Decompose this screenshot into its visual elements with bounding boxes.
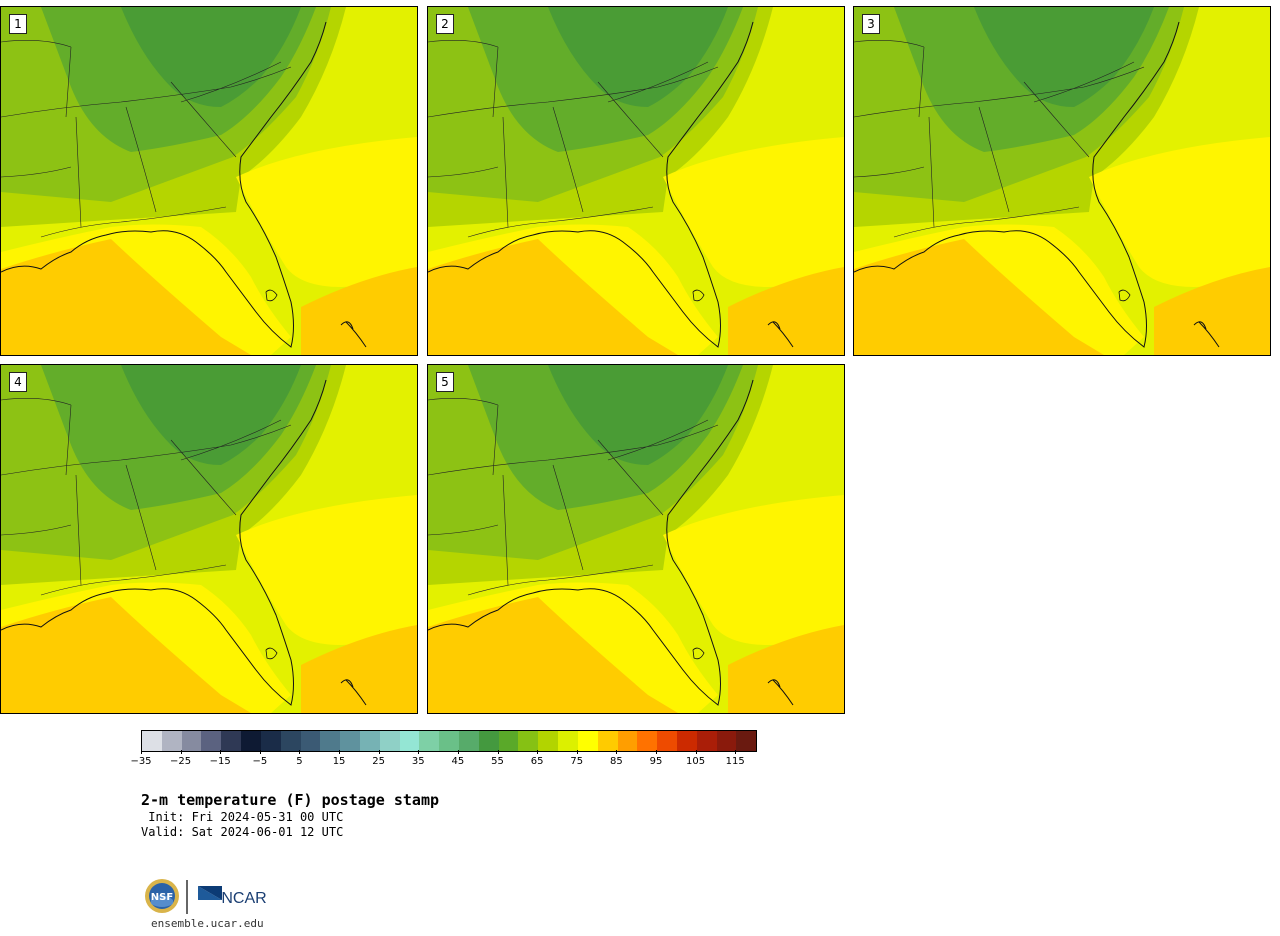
colorbar-tick xyxy=(259,750,261,754)
colorbar-swatch xyxy=(300,731,321,751)
colorbar-tick xyxy=(537,750,539,754)
colorbar-swatch xyxy=(221,731,242,751)
colorbar-tick xyxy=(220,750,222,754)
temperature-map-4 xyxy=(1,365,417,713)
colorbar-tick xyxy=(180,750,182,754)
colorbar-tick xyxy=(695,750,697,754)
website-url: ensemble.ucar.edu xyxy=(151,917,264,930)
colorbar-swatch xyxy=(379,731,400,751)
ensemble-member-map-5: 5 xyxy=(427,364,845,714)
colorbar-swatch xyxy=(439,731,459,751)
colorbar-swatch xyxy=(696,731,717,751)
colorbar-tick-label: −15 xyxy=(209,756,231,767)
ensemble-member-map-2: 2 xyxy=(427,6,845,356)
colorbar-tick xyxy=(339,750,341,754)
colorbar-tick xyxy=(735,750,737,754)
colorbar-tick xyxy=(299,750,301,754)
temperature-map-2 xyxy=(428,7,844,355)
temperature-map-1 xyxy=(1,7,417,355)
temperature-map-5 xyxy=(428,365,844,713)
plot-title: 2-m temperature (F) postage stamp xyxy=(141,791,440,809)
colorbar-tick-label: 5 xyxy=(296,756,303,767)
colorbar-swatch xyxy=(716,731,737,751)
member-label-5: 5 xyxy=(436,372,454,392)
colorbar-tick xyxy=(418,750,420,754)
colorbar-tick xyxy=(457,750,459,754)
temperature-colorbar xyxy=(141,730,757,752)
member-label-4: 4 xyxy=(9,372,27,392)
colorbar-swatch xyxy=(161,731,182,751)
colorbar-swatch xyxy=(142,731,162,751)
colorbar-tick-label: −35 xyxy=(130,756,152,767)
colorbar-swatch xyxy=(577,731,598,751)
colorbar-swatch xyxy=(637,731,658,751)
colorbar-swatch xyxy=(657,731,677,751)
nsf-seal-icon: NSF xyxy=(145,879,179,913)
colorbar-tick-label: 15 xyxy=(332,756,346,767)
colorbar-tick-label: 55 xyxy=(491,756,504,767)
colorbar-swatch xyxy=(617,731,638,751)
ensemble-member-map-4: 4 xyxy=(0,364,418,714)
colorbar-swatch xyxy=(181,731,202,751)
colorbar-swatch xyxy=(736,731,757,751)
member-label-1: 1 xyxy=(9,14,27,34)
colorbar-swatch xyxy=(518,731,539,751)
colorbar-swatch xyxy=(538,731,559,751)
colorbar-swatch xyxy=(676,731,697,751)
colorbar-swatch xyxy=(558,731,578,751)
ncar-text: NCAR xyxy=(221,890,266,907)
colorbar-tick-label: 105 xyxy=(686,756,706,767)
colorbar-swatch xyxy=(340,731,360,751)
colorbar-tick xyxy=(141,750,142,754)
temperature-map-3 xyxy=(854,7,1270,355)
title-block: 2-m temperature (F) postage stamp Init: … xyxy=(141,790,439,840)
colorbar-tick-label: −5 xyxy=(252,756,268,767)
colorbar-swatch xyxy=(459,731,479,751)
colorbar-swatch xyxy=(320,731,341,751)
colorbar-tick xyxy=(616,750,618,754)
init-time: Init: Fri 2024-05-31 00 UTC xyxy=(141,810,344,824)
member-label-2: 2 xyxy=(436,14,454,34)
colorbar-tick-label: 85 xyxy=(609,756,623,767)
colorbar-tick-label: −25 xyxy=(170,756,192,767)
colorbar-tick xyxy=(576,750,578,754)
seal-text: NSF xyxy=(151,892,173,903)
colorbar-tick xyxy=(497,750,499,754)
colorbar-swatch xyxy=(419,731,440,751)
ensemble-member-map-3: 3 xyxy=(853,6,1271,356)
colorbar-swatch xyxy=(597,731,618,751)
colorbar-tick-label: 65 xyxy=(530,756,544,767)
member-label-3: 3 xyxy=(862,14,880,34)
colorbar-tick-label: 45 xyxy=(451,756,465,767)
colorbar-swatch xyxy=(201,731,222,751)
colorbar-tick-label: 115 xyxy=(725,756,745,767)
nsf-ncar-logo: NSF NCAR xyxy=(145,879,267,914)
colorbar-swatch xyxy=(280,731,301,751)
colorbar-tick-labels: −35 −25 −15 −5 5 15 25 35 45 55 65 75 85 95 105 115 xyxy=(130,750,755,770)
colorbar-tick-label: 25 xyxy=(372,756,386,767)
colorbar-tick-label: 95 xyxy=(649,756,663,767)
colorbar-tick xyxy=(655,750,657,754)
colorbar-swatch xyxy=(359,731,380,751)
valid-time: Valid: Sat 2024-06-01 12 UTC xyxy=(141,825,344,839)
colorbar-swatch xyxy=(498,731,519,751)
ensemble-member-map-1: 1 xyxy=(0,6,418,356)
colorbar-swatch xyxy=(399,731,420,751)
ncar-logo-icon: NCAR xyxy=(198,886,267,907)
colorbar-swatch xyxy=(260,731,281,751)
colorbar-swatch xyxy=(241,731,261,751)
colorbar-tick-label: 75 xyxy=(570,756,584,767)
colorbar-tick xyxy=(378,750,380,754)
colorbar-tick-label: 35 xyxy=(411,756,425,767)
colorbar-swatch xyxy=(478,731,499,751)
